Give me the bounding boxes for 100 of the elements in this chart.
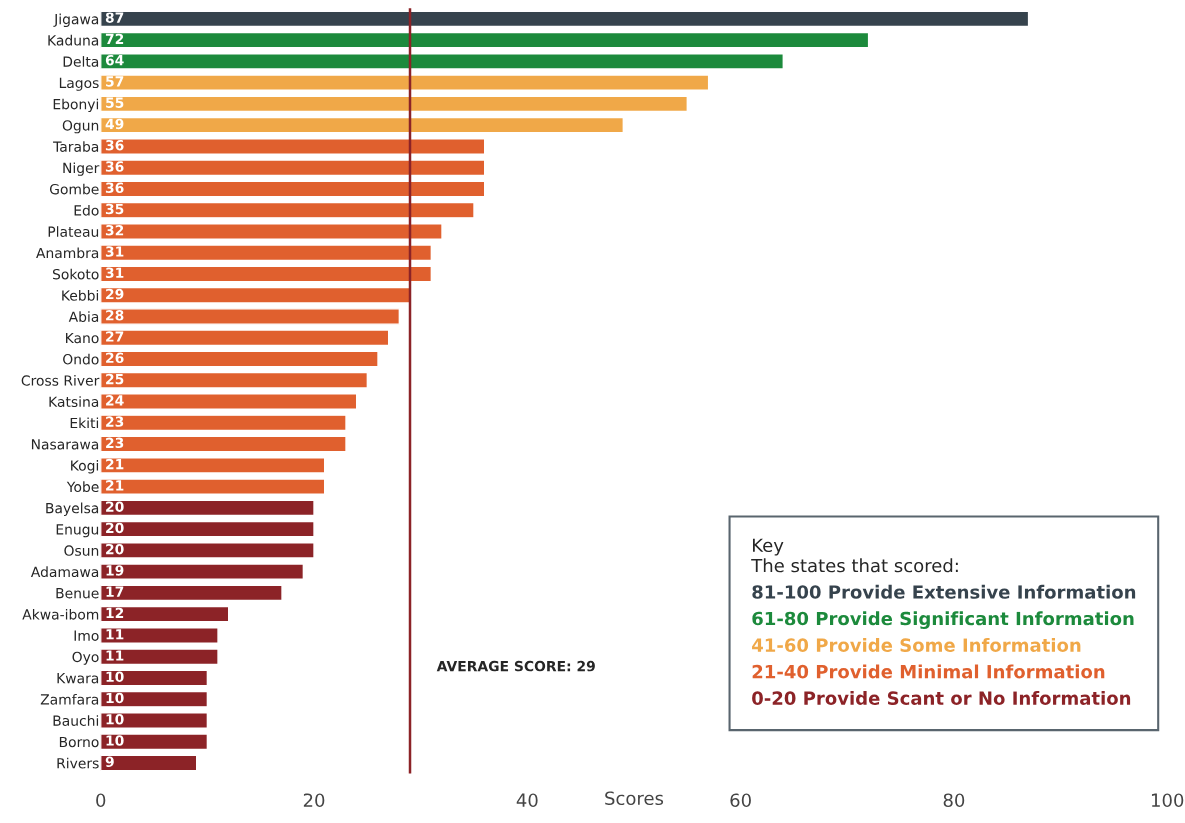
bar (100, 159, 486, 177)
data-label: 20 (106, 543, 124, 555)
bar (100, 414, 347, 432)
data-label: 29 (106, 288, 124, 300)
data-label: 35 (105, 203, 124, 215)
data-label: 20 (106, 501, 124, 512)
bar (100, 435, 347, 453)
text: 81-100 Provide Extensive Information (752, 584, 1136, 599)
y-tick-label: Jigawa (53, 13, 99, 28)
y-tick-label: Adamawa (30, 566, 99, 578)
y-tick-label: Yobe (66, 481, 99, 493)
data-label: 36 (105, 182, 124, 193)
y-tick-label: Bayelsa (46, 502, 99, 517)
y-tick-label: Zamfara (40, 693, 99, 705)
y-tick-label: Kebbi (62, 289, 99, 301)
x-axis-title: Scores (605, 791, 664, 806)
y-tick-label: Borno (59, 736, 99, 748)
data-label: 28 (106, 310, 124, 321)
text: 21-40 Provide Minimal Information (752, 664, 1105, 679)
y-tick-label: Ebonyi (53, 98, 99, 113)
y-tick-label: Akwa-ibom (22, 608, 99, 620)
data-label: 57 (106, 76, 124, 87)
x-tick-label: 60 (730, 793, 751, 808)
bar (100, 180, 486, 198)
bar (100, 116, 625, 134)
bar (100, 265, 433, 283)
x-tick-label: 20 (303, 793, 325, 808)
bar (100, 542, 315, 559)
bar (100, 244, 433, 262)
y-tick-label: Delta (63, 56, 99, 67)
ref-line-label: AVERAGE SCORE: 29 (436, 660, 595, 672)
y-tick-label: Ekiti (70, 417, 99, 429)
data-label: 64 (105, 54, 124, 66)
data-label: 10 (106, 735, 124, 746)
y-tick-label: Plateau (48, 226, 99, 237)
bar (100, 350, 379, 368)
y-tick-label: Oyo (72, 651, 99, 665)
text: 61-80 Provide Significant Information (752, 611, 1134, 629)
data-label: 10 (106, 692, 124, 704)
bar (100, 563, 305, 580)
data-label: 10 (106, 671, 124, 682)
data-label: 49 (105, 118, 124, 130)
y-tick-label: Imo (74, 630, 99, 641)
y-tick-label: Katsina (49, 396, 99, 408)
bar (100, 371, 369, 389)
bar (100, 456, 326, 474)
x-tick-label: 0 (96, 793, 106, 808)
legend-title: Key The states that scored: (751, 538, 958, 573)
y-tick-label: Enugu (56, 524, 99, 538)
bar (100, 690, 209, 708)
y-tick-label: Kwara (57, 673, 99, 684)
data-label: 10 (106, 713, 124, 725)
data-label: 23 (106, 437, 124, 449)
data-label: 26 (106, 352, 124, 364)
y-tick-label: Gombe (49, 183, 99, 195)
y-tick-label: Niger (63, 162, 100, 176)
bar (100, 669, 209, 687)
bar (100, 712, 209, 729)
bar (100, 201, 475, 219)
data-label: 27 (106, 331, 124, 342)
y-tick-label: Sokoto (52, 268, 99, 280)
x-tick-label: 80 (943, 793, 965, 808)
text: 41-60 Provide Some Information (752, 638, 1081, 652)
data-label: 87 (105, 12, 124, 23)
y-tick-label: Benue (56, 588, 99, 599)
data-label: 23 (106, 416, 124, 427)
data-label: 25 (106, 373, 124, 385)
data-label: 36 (105, 161, 124, 172)
y-tick-label: Osun (64, 545, 99, 556)
y-tick-label: Edo (74, 204, 99, 216)
y-tick-label: Ondo (63, 353, 99, 365)
bar (100, 648, 219, 666)
bar (100, 286, 411, 304)
x-tick-label: 40 (516, 793, 538, 808)
data-label: 21 (106, 458, 124, 470)
data-label: 36 (105, 139, 124, 151)
data-label: 11 (106, 629, 124, 640)
y-tick-label: Kogi (71, 460, 99, 474)
bar (100, 520, 315, 538)
y-tick-label: Kano (66, 332, 99, 344)
y-tick-label: Nasarawa (31, 439, 99, 450)
data-label: 17 (106, 586, 124, 597)
y-tick-label: Taraba (53, 141, 99, 152)
y-tick-label: Ogun (62, 120, 99, 134)
data-label: 32 (105, 224, 124, 236)
bar (100, 53, 784, 70)
data-label: 11 (106, 650, 124, 661)
data-label: 31 (105, 246, 124, 257)
bar (100, 627, 219, 644)
bar (100, 605, 230, 623)
y-tick-label: Kaduna (48, 34, 99, 46)
bar (100, 584, 283, 602)
data-label: 19 (106, 565, 124, 576)
bar (100, 74, 710, 91)
x-tick-label: 100 (1151, 793, 1184, 808)
data-label: 20 (106, 522, 124, 534)
y-tick-label: Abia (68, 311, 99, 322)
text: 0-20 Provide Scant or No Information (752, 691, 1131, 705)
bar (100, 308, 401, 325)
bar (100, 478, 326, 495)
